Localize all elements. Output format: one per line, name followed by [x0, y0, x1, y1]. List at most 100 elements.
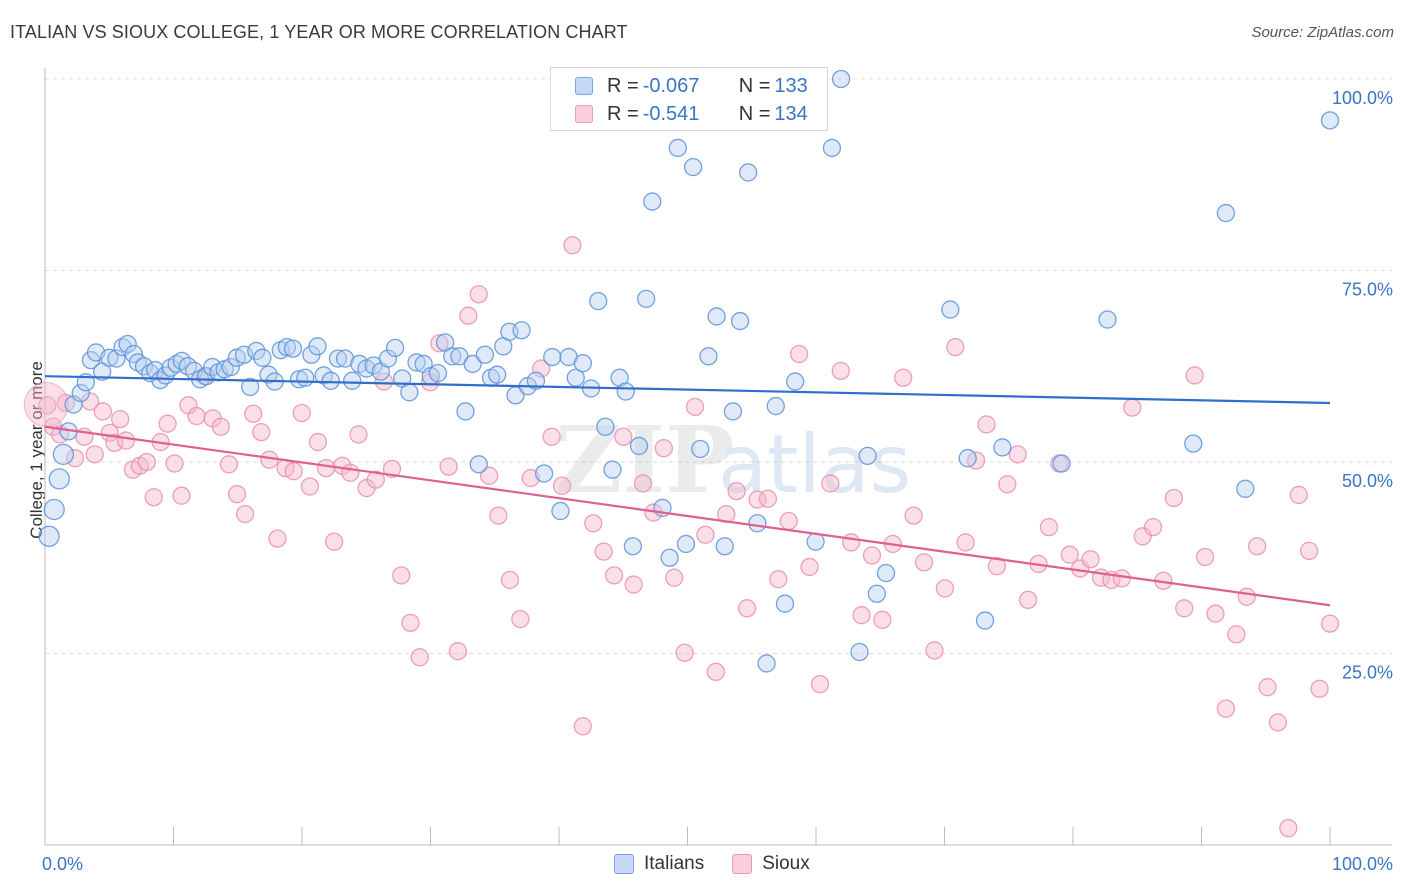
legend-item-italians[interactable]: Italians	[614, 853, 704, 875]
italians-legend-swatch	[614, 854, 634, 874]
sioux-point	[1164, 488, 1184, 508]
italians-point	[616, 382, 635, 401]
sioux-point	[211, 417, 230, 436]
italians-point	[463, 354, 482, 374]
sioux-point	[946, 337, 965, 357]
sioux-point	[1143, 517, 1163, 537]
italians-point	[534, 464, 554, 483]
sioux-point	[552, 476, 572, 495]
sioux-point	[187, 406, 206, 426]
italians-point	[623, 537, 643, 556]
sioux-point	[511, 609, 530, 629]
y-tick-label: 100.0%	[1332, 88, 1393, 108]
italians-point	[118, 334, 137, 354]
italians-point	[113, 337, 132, 357]
sioux-point	[758, 489, 778, 508]
italians-point	[378, 349, 398, 368]
italians-point	[1052, 454, 1071, 473]
sioux-point	[706, 662, 725, 682]
italians-point	[543, 347, 562, 367]
italians-point	[730, 311, 750, 331]
sioux-point	[459, 306, 478, 325]
italians-point	[551, 501, 570, 521]
sioux-legend-swatch	[732, 854, 753, 874]
sioux-point	[675, 643, 694, 662]
sioux-point	[914, 553, 934, 572]
sioux-point	[1039, 517, 1059, 537]
italians-point	[400, 383, 419, 402]
sioux-point	[325, 532, 344, 551]
italians-point	[941, 300, 960, 319]
tick-labels: 25.0% 50.0% 75.0% 100.0% 0.0% 100.0%	[42, 88, 1393, 874]
sioux-point	[727, 481, 746, 501]
sioux-point	[1268, 713, 1288, 732]
italians-point	[643, 192, 662, 211]
italians-point	[487, 365, 507, 384]
legend-row-sioux: R = -0.541 N = 134	[575, 101, 808, 127]
legend-item-sioux[interactable]: Sioux	[732, 853, 810, 875]
italians-point	[739, 163, 758, 182]
sioux-point	[469, 285, 488, 304]
sioux-point	[252, 422, 271, 442]
italians-point	[52, 443, 75, 465]
italians-points	[38, 69, 1340, 673]
sioux-point	[1310, 679, 1329, 698]
sioux-point	[93, 402, 112, 421]
sioux-point	[366, 470, 385, 489]
sioux-point	[925, 641, 944, 660]
italians-point	[512, 321, 531, 340]
sioux-point	[227, 485, 247, 504]
italians-point	[100, 348, 119, 367]
sioux-point	[800, 557, 819, 577]
italians-point	[876, 563, 896, 583]
series-legend: Italians Sioux	[614, 851, 838, 877]
sioux-point	[316, 458, 336, 478]
italians-point	[676, 534, 696, 554]
italians-point	[134, 357, 154, 376]
sioux-point	[144, 488, 163, 507]
sioux-point	[737, 599, 757, 618]
x-tick-label-start: 0.0%	[42, 854, 83, 874]
italians-point	[253, 348, 272, 367]
italians-point	[277, 337, 297, 357]
italians-point	[975, 611, 995, 630]
correlation-legend: R = -0.067 N = 133 R = -0.541 N = 134	[550, 67, 828, 131]
italians-point	[1236, 479, 1255, 498]
sioux-point	[696, 525, 715, 544]
sioux-point	[401, 613, 420, 633]
italians-point	[124, 344, 143, 364]
sioux-point	[284, 462, 303, 481]
sioux-point	[1195, 547, 1215, 567]
italians-point	[603, 460, 622, 479]
source-credit: Source: ZipAtlas.com	[1251, 24, 1394, 41]
italians-point	[283, 339, 303, 358]
sioux-point	[439, 457, 458, 476]
sioux-point	[977, 415, 996, 434]
sioux-point	[111, 409, 130, 429]
sioux-point	[1279, 818, 1298, 838]
italians-point	[1098, 310, 1117, 329]
italians-trend-line	[44, 375, 1331, 405]
sioux-point	[172, 486, 191, 505]
sioux-point	[573, 717, 592, 736]
italians-point	[48, 468, 70, 490]
y-tick-label: 25.0%	[1342, 663, 1393, 683]
italians-point	[629, 436, 649, 456]
legend-r-label-1: R =	[607, 74, 639, 97]
legend-row-italians: R = -0.067 N = 133	[575, 73, 808, 99]
italians-point	[241, 377, 260, 397]
legend-r-label-2: R =	[607, 102, 639, 125]
sioux-swatch	[575, 105, 593, 123]
watermark-atlas: atlas	[718, 418, 911, 511]
sioux-point	[116, 431, 136, 450]
sioux-point	[810, 674, 830, 694]
sioux-point	[594, 542, 613, 561]
italians-point	[289, 370, 309, 389]
sioux-point	[685, 397, 705, 416]
legend-n-value-1: 133	[774, 74, 808, 97]
sioux-point	[1237, 587, 1256, 606]
legend-n-label-1: N =	[738, 74, 771, 97]
y-tick-label: 75.0%	[1342, 280, 1393, 300]
italians-point	[343, 371, 362, 390]
italians-point	[822, 138, 842, 158]
